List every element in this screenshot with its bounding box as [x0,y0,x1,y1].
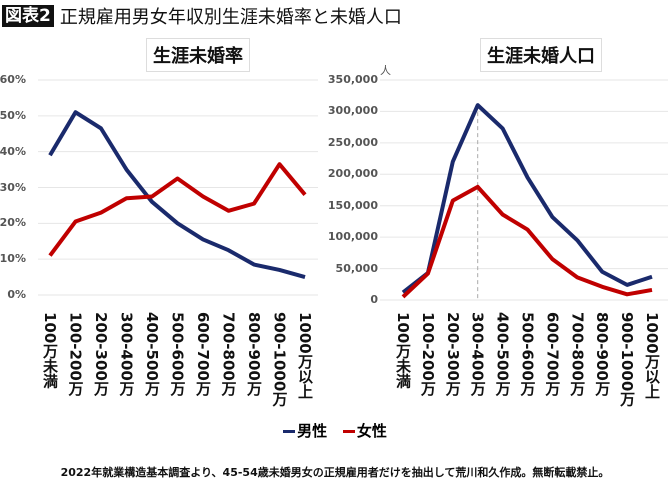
legend-swatch-female [342,430,355,433]
figure-title: 正規雇用男女年収別生涯未婚率と未婚人口 [59,7,402,28]
x-tick-label: 700-800万 [568,312,587,396]
y-tick-label: 250,000 [327,135,378,149]
x-tick-label: 600-700万 [194,312,212,396]
series-line-male [401,103,653,295]
x-tick-label: 800-900万 [245,312,263,396]
series-line-male [48,110,306,280]
legend-item-male: 男性 [283,422,327,440]
x-tick-label: 200-300万 [92,312,110,396]
x-tick-label: 300-400万 [117,312,136,396]
y-unit-label: 人 [380,64,391,77]
figure-badge: 図表2 [2,5,54,27]
x-tick-label: 600-700万 [543,312,562,396]
x-tick-label: 400-500万 [143,312,161,396]
y-tick-label: 50% [0,108,26,122]
y-tick-label: 350,000 [327,73,378,86]
x-tick-label: 100-200万 [418,312,437,396]
x-tick-label: 900-1000万 [618,312,637,407]
figure-header: 図表2 正規雇用男女年収別生涯未婚率と未婚人口 [2,3,402,29]
y-tick-label: 300,000 [327,104,378,118]
legend-swatch-male [283,430,296,433]
x-tick-label: 400-500万 [493,312,512,396]
x-tick-label: 300-400万 [468,312,487,396]
y-tick-label: 0% [7,288,26,301]
legend-item-female: 女性 [342,422,387,440]
y-tick-label: 100,000 [327,230,378,244]
y-tick-label: 40% [0,144,26,158]
x-tick-label: 1000万以上 [296,312,314,399]
x-tick-label: 700-800万 [219,312,238,396]
y-tick-label: 30% [0,180,26,194]
x-tick-label: 200-300万 [443,312,462,396]
y-tick-label: 10% [0,252,26,266]
y-tick-label: 150,000 [327,198,378,212]
chart-title-rate: 生涯未婚率 [146,38,250,72]
chart-title-population: 生涯未婚人口 [480,38,602,72]
x-tick-label: 100万未満 [394,312,412,389]
x-tick-label: 800-900万 [593,312,612,396]
x-tick-label: 1000万以上 [643,312,661,399]
legend: 男性 女性 [0,420,670,441]
x-tick-label: 500-600万 [518,312,537,396]
x-tick-label: 100万未満 [41,312,59,389]
y-tick-label: 200,000 [327,167,378,181]
series-line-female [48,162,307,257]
x-tick-label: 100-200万 [66,312,85,396]
y-tick-label: 0 [370,293,378,306]
y-tick-label: 60% [0,73,26,86]
x-tick-label: 500-600万 [168,312,187,396]
x-tick-label: 900-1000万 [270,312,289,407]
footnote: 2022年就業構造基本調査より、45-54歳未婚男女の正規雇用者だけを抽出して荒… [60,466,610,479]
y-tick-label: 50,000 [335,261,378,275]
y-tick-label: 20% [0,216,26,230]
legend-label-female: 女性 [356,422,387,440]
legend-label-male: 男性 [297,422,328,440]
